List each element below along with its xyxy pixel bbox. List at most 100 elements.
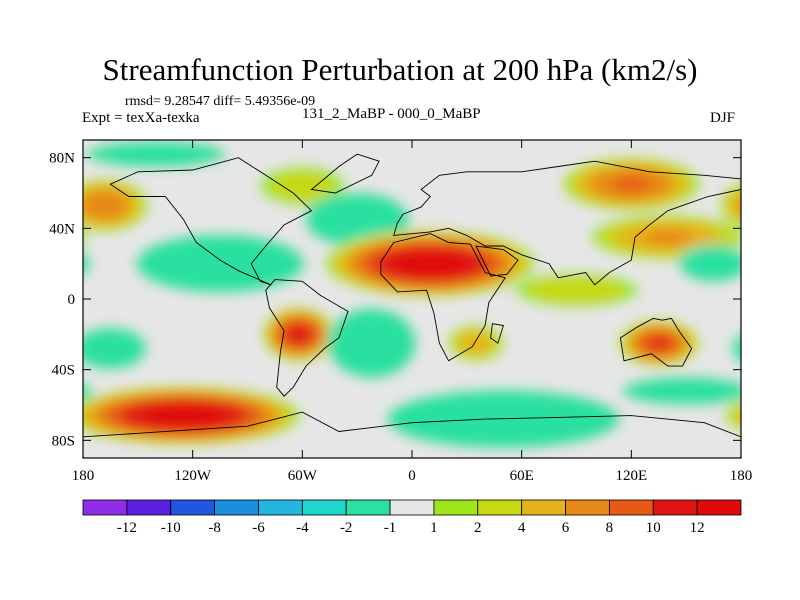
contour-band	[304, 192, 410, 247]
continent-arabia	[475, 245, 519, 277]
contour-band	[527, 276, 626, 304]
experiment-label: Expt = texXa-texka	[82, 110, 200, 126]
contour-band	[0, 331, 22, 355]
contour-band	[386, 389, 621, 449]
contour-band	[763, 396, 800, 435]
colorbar-swatch	[609, 499, 654, 516]
colorbar-swatch	[258, 499, 303, 516]
contour-band	[0, 337, 11, 349]
field-feature-north-atlantic-cyclone	[303, 191, 411, 248]
field-feature-southern-ocean-high	[83, 385, 800, 446]
colorbar-label: 2	[474, 520, 482, 536]
contour-band	[84, 140, 228, 168]
colorbar-swatch	[433, 499, 479, 516]
colorbar-swatch	[565, 499, 610, 516]
colorbar-label: 6	[562, 520, 570, 536]
y-tick-label: 40N	[49, 221, 75, 237]
contour-band	[779, 400, 800, 431]
colorbar-label: 8	[606, 520, 614, 536]
colorbar-label: -1	[384, 520, 397, 536]
contour-band	[0, 321, 39, 365]
field-feature-south-atlantic-cyclone	[326, 307, 418, 380]
colorbar-label: -10	[161, 520, 181, 536]
contour-band	[83, 389, 84, 393]
contour-band	[0, 327, 28, 359]
colorbar-label: -4	[296, 520, 309, 536]
contour-band	[797, 236, 800, 292]
continent-madagascar	[490, 323, 504, 344]
contour-band	[392, 251, 468, 276]
field-feature-west-pacific-high	[83, 177, 741, 233]
x-tick-label: 60W	[288, 468, 318, 484]
x-tick-label: 180	[730, 468, 753, 484]
x-tick-label: 0	[408, 468, 416, 484]
contour-band	[736, 339, 741, 358]
contour-band	[327, 307, 417, 379]
contour-band	[642, 229, 694, 245]
contour-band	[736, 148, 741, 160]
contour-band	[0, 324, 34, 362]
contour-band	[32, 251, 79, 277]
contour-band	[791, 234, 800, 294]
colorbar-swatch	[696, 499, 742, 516]
colorbar: -12 -10 -8 -6 -4 -2 -1 1 2 4 6 8 10 12	[82, 499, 742, 536]
colorbar-label: -2	[340, 520, 353, 536]
continent-outlines	[83, 153, 741, 458]
contour-band	[730, 190, 741, 221]
contour-band	[648, 337, 669, 349]
y-tick-label: 40S	[52, 363, 75, 379]
field-feature-tropical-pacific-low	[32, 244, 741, 284]
contour-band	[271, 171, 334, 201]
colorbar-swatch	[170, 499, 216, 516]
field-feature-indian-ocean-low	[383, 389, 624, 450]
contour-band	[83, 227, 91, 248]
contour-band	[0, 157, 45, 212]
contour-band	[83, 250, 92, 277]
contour-band	[739, 410, 741, 421]
contour-band	[0, 169, 14, 200]
chart-title: Streamfunction Perturbation at 200 hPa (…	[102, 52, 698, 87]
contour-band	[83, 326, 148, 371]
colorbar-label: -12	[117, 520, 137, 536]
field-feature-siberian-high	[0, 156, 703, 212]
y-tick-label: 0	[68, 292, 76, 308]
colorbar-swatch	[214, 499, 259, 516]
colorbar-swatch	[521, 499, 566, 516]
continent-south-america	[265, 279, 349, 397]
contour-band	[2, 385, 55, 397]
continent-greenland	[310, 153, 380, 194]
y-axis: 80N 40N 0 40S 80S	[49, 151, 741, 449]
contour-field	[0, 140, 800, 458]
contour-band	[83, 229, 88, 245]
contour-band	[83, 383, 94, 399]
colorbar-label: -8	[208, 520, 221, 536]
contour-band	[743, 140, 800, 168]
colorbar-swatch	[477, 499, 523, 516]
contour-band	[0, 163, 27, 205]
contour-band	[0, 319, 42, 367]
colorbar-swatch	[301, 499, 347, 516]
contour-band	[728, 402, 741, 429]
continent-antarctica	[83, 411, 741, 458]
colorbar-swatch	[126, 499, 172, 516]
x-tick-label: 60E	[510, 468, 534, 484]
x-axis: 180 120W 60W 0 60E 120E 180	[72, 140, 753, 484]
field-feature-subpolar-south-low	[2, 375, 741, 407]
continent-australia	[619, 317, 693, 367]
contour-band	[793, 234, 800, 293]
y-tick-label: 80S	[52, 433, 75, 449]
contour-band	[141, 405, 226, 427]
x-tick-label: 120W	[174, 468, 212, 484]
contour-band	[678, 244, 741, 283]
contour-band	[611, 176, 651, 192]
contour-band	[758, 143, 800, 165]
colorbar-swatch	[82, 499, 128, 516]
contour-band	[459, 332, 493, 355]
contour-band	[135, 234, 306, 293]
difference-label: 131_2_MaBP - 000_0_MaBP	[302, 106, 481, 122]
contour-band	[83, 190, 129, 220]
field-feature-north-pacific-high	[83, 213, 741, 261]
field-feature-arctic-low	[83, 140, 800, 170]
field-feature-south-pacific-low	[83, 325, 741, 372]
